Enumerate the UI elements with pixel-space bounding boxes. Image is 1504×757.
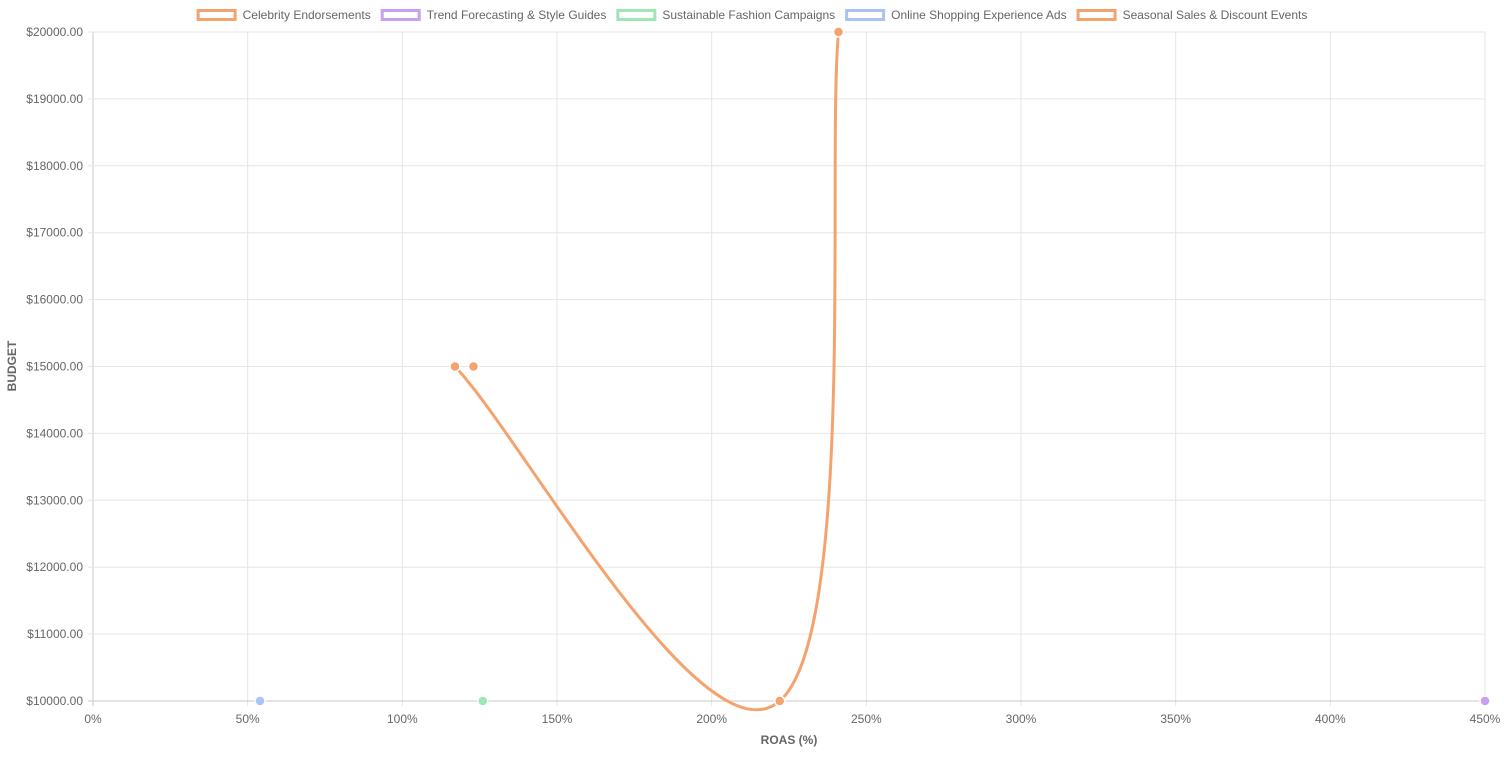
legend-label: Online Shopping Experience Ads [891,8,1066,22]
y-axis-title: BUDGET [5,340,19,391]
series-1 [1479,695,1491,707]
data-point [467,360,480,373]
x-tick-label: 0% [84,712,102,726]
legend-item-1: Trend Forecasting & Style Guides [380,8,607,22]
legend: Celebrity Endorsements Trend Forecasting … [196,8,1308,22]
data-point [832,26,845,38]
y-tick-label: $17000.00 [26,226,83,240]
y-tick-label: $19000.00 [26,92,83,106]
legend-item-0: Celebrity Endorsements [196,8,371,22]
data-point [773,695,786,707]
series-4 [449,26,845,712]
legend-label: Seasonal Sales & Discount Events [1123,8,1308,22]
data-point [449,360,461,373]
y-tick-label: $15000.00 [26,360,83,374]
legend-item-4: Seasonal Sales & Discount Events [1076,8,1308,22]
x-tick-label: 100% [387,712,418,726]
y-tick-label: $13000.00 [26,493,83,507]
series-3 [254,695,266,707]
legend-label: Sustainable Fashion Campaigns [662,8,835,22]
grid [88,31,1486,706]
legend-item-2: Sustainable Fashion Campaigns [616,8,835,22]
legend-label: Celebrity Endorsements [243,8,371,22]
series-2 [477,695,489,707]
y-tick-label: $20000.00 [26,25,83,39]
x-tick-label: 250% [851,712,882,726]
data-point [1479,695,1491,707]
y-tick-label: $10000.00 [26,694,83,708]
x-tick-label: 200% [696,712,727,726]
series-line [453,31,840,712]
series-0 [467,360,480,373]
x-tick-label: 450% [1470,712,1501,726]
y-tick-label: $14000.00 [26,426,83,440]
x-tick-label: 50% [236,712,260,726]
legend-swatch [845,9,886,21]
x-axis-title: ROAS (%) [761,733,818,747]
x-tick-label: 350% [1160,712,1191,726]
legend-swatch [1076,9,1117,21]
y-tick-label: $12000.00 [26,560,83,574]
legend-swatch [196,9,237,21]
x-tick-label: 400% [1315,712,1346,726]
data-point [254,695,266,707]
legend-swatch [616,9,657,21]
series-layer [254,26,1491,712]
legend-item-3: Online Shopping Experience Ads [845,8,1067,22]
legend-label: Trend Forecasting & Style Guides [427,8,607,22]
y-tick-label: $16000.00 [26,293,83,307]
data-point [477,695,489,707]
y-tick-label: $18000.00 [26,159,83,173]
x-tick-label: 150% [542,712,573,726]
y-tick-label: $11000.00 [27,627,83,641]
x-tick-label: 300% [1006,712,1037,726]
axes: 0% 50% 100% 150% 200% 250% 300% 350% 400% 450% $10… [26,25,1500,726]
legend-swatch [380,9,421,21]
